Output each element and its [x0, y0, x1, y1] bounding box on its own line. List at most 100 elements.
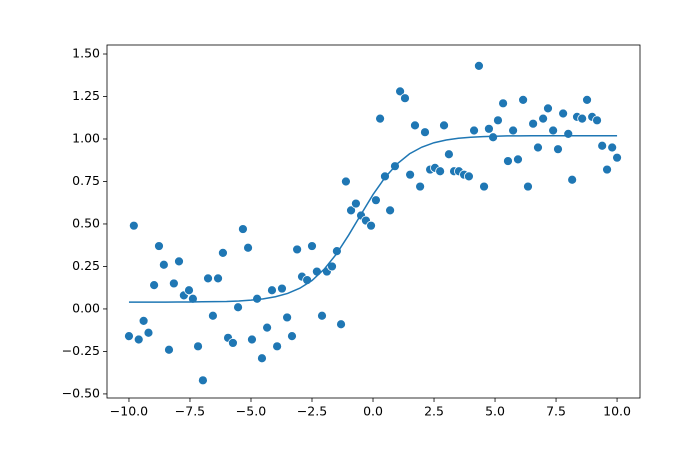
y-tick-label: 0.25	[72, 258, 100, 273]
point	[193, 341, 203, 352]
y-tick-label: 1.00	[72, 130, 100, 145]
point	[311, 266, 322, 277]
x-tick-label: 10.0	[603, 404, 631, 419]
point	[375, 113, 385, 124]
point	[336, 319, 346, 330]
x-tick-label: −7.5	[175, 404, 205, 419]
x-tick-label: 0.0	[363, 404, 383, 419]
point	[602, 164, 612, 175]
point	[548, 125, 559, 136]
point	[341, 176, 351, 187]
x-tick-label: 7.5	[546, 404, 566, 419]
point	[484, 123, 494, 134]
point	[439, 120, 449, 131]
point	[395, 86, 406, 97]
x-tick-label: −5.0	[236, 404, 266, 419]
point	[243, 242, 253, 253]
point	[184, 285, 194, 296]
point	[267, 285, 277, 296]
point	[464, 171, 474, 182]
point	[474, 61, 484, 71]
point	[287, 331, 297, 342]
point	[208, 310, 218, 321]
point	[553, 144, 563, 155]
x-tick-label: 2.5	[424, 404, 444, 419]
point	[592, 115, 602, 126]
point	[138, 315, 149, 326]
point	[612, 152, 622, 163]
point	[488, 132, 498, 143]
point	[513, 154, 523, 165]
point	[351, 198, 361, 209]
y-tick-label: 1.50	[72, 46, 100, 61]
plot-frame	[106, 44, 641, 399]
point	[128, 220, 139, 231]
point	[188, 293, 198, 304]
point	[577, 113, 588, 124]
point	[444, 149, 454, 160]
point	[597, 140, 608, 151]
point	[400, 93, 410, 104]
point	[385, 205, 395, 216]
point	[371, 195, 381, 206]
point	[435, 166, 446, 177]
point	[543, 103, 553, 114]
point	[272, 341, 283, 352]
point	[238, 224, 248, 234]
point	[168, 278, 179, 289]
point	[518, 94, 529, 105]
point	[124, 331, 134, 342]
point	[405, 169, 416, 180]
point	[133, 334, 144, 345]
point	[307, 241, 317, 251]
y-tick-label: −0.50	[62, 385, 100, 400]
point	[503, 156, 513, 166]
x-tick-label: −2.5	[297, 404, 327, 419]
point	[563, 128, 574, 139]
point	[346, 205, 356, 216]
point	[149, 280, 160, 291]
point	[469, 125, 479, 136]
y-tick-label: 0.50	[72, 215, 100, 230]
point	[523, 181, 533, 192]
point	[508, 125, 518, 136]
point	[420, 127, 430, 138]
y-tick-label: 0.75	[72, 173, 100, 188]
point	[415, 181, 426, 192]
point	[366, 220, 376, 231]
point	[528, 118, 539, 129]
point	[538, 113, 549, 124]
y-tick-label: −0.25	[62, 343, 100, 358]
point	[203, 273, 213, 284]
point	[607, 142, 618, 153]
point	[498, 98, 508, 109]
point	[410, 120, 420, 131]
point	[282, 312, 293, 323]
point	[154, 241, 164, 251]
y-tick-label: 1.25	[72, 88, 100, 103]
x-tick-label: −10.0	[110, 404, 148, 419]
point	[198, 375, 208, 386]
point	[262, 322, 272, 333]
point	[164, 344, 174, 355]
point	[567, 174, 578, 185]
point	[277, 283, 287, 294]
point	[174, 256, 184, 267]
point	[257, 353, 267, 364]
point	[143, 327, 154, 338]
point	[533, 142, 543, 153]
point	[158, 259, 169, 270]
point	[317, 310, 327, 321]
point	[218, 247, 228, 258]
point	[247, 334, 257, 345]
point	[213, 273, 223, 284]
point	[233, 302, 243, 313]
point	[292, 244, 303, 255]
point	[228, 338, 238, 348]
fit-line	[128, 135, 618, 303]
point	[327, 261, 337, 272]
point	[582, 94, 592, 105]
x-tick-label: 5.0	[485, 404, 505, 419]
point	[558, 108, 569, 119]
